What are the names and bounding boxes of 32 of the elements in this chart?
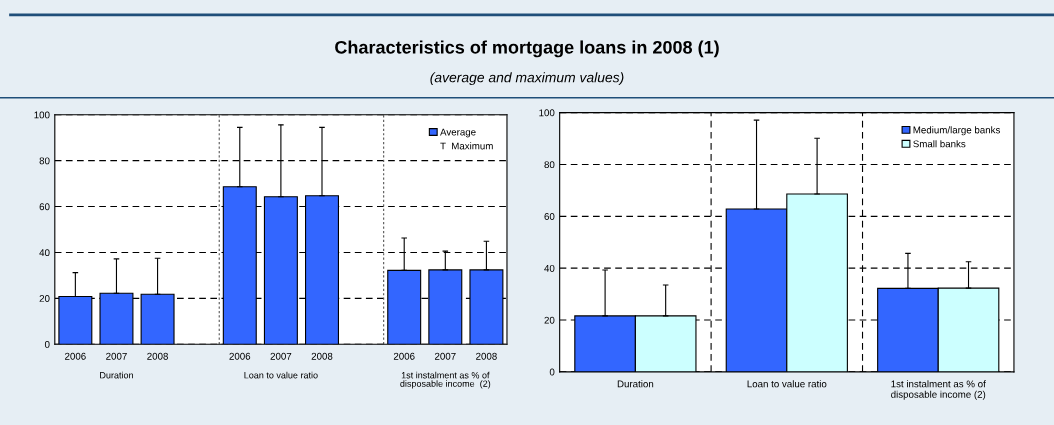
x-tick-label: 2007: [106, 352, 127, 360]
x-tick-label: 1st instalment as % of disposable income (2): [891, 380, 986, 400]
x-tick-label: 2008: [147, 352, 168, 360]
text: Duration: [100, 371, 133, 379]
x-tick-label: 2006: [229, 352, 251, 360]
annotation: T Maximum: [440, 142, 493, 150]
x-tick-label: 2008: [311, 352, 333, 360]
y-tick-label: 20: [39, 295, 50, 302]
y-tick-label: 40: [544, 264, 555, 272]
x-tick-label: 2006: [65, 352, 86, 360]
y-tick-label: 100: [539, 109, 555, 117]
x-tick-label: 2007: [434, 352, 456, 360]
y-tick-label: 20: [544, 316, 555, 324]
legend-label: Small banks: [913, 140, 966, 148]
x-tick-label: Loan to value ratio: [747, 380, 827, 388]
y-tick-label: 60: [544, 213, 555, 220]
chart-title: Characteristics of mortgage loans in 2008 (1): [335, 40, 719, 58]
y-tick-label: 80: [544, 161, 555, 169]
x-tick-label: Duration: [617, 380, 654, 388]
y-tick-label: 60: [39, 203, 50, 211]
y-tick-label: 0: [549, 368, 555, 376]
y-tick-label: 40: [39, 249, 50, 257]
x-tick-label: 2006: [393, 352, 415, 360]
legend-label: Average: [440, 128, 476, 138]
x-tick-label: 2007: [270, 352, 292, 360]
y-tick-label: 0: [44, 340, 50, 348]
y-tick-label: 100: [34, 111, 50, 119]
legend-label: Medium/large banks: [913, 126, 1000, 136]
y-tick-label: 80: [39, 157, 50, 165]
text: Loan to value ratio: [244, 371, 318, 379]
chart-subtitle: (average and maximum values): [430, 72, 624, 86]
x-tick-label: 2008: [476, 352, 497, 360]
